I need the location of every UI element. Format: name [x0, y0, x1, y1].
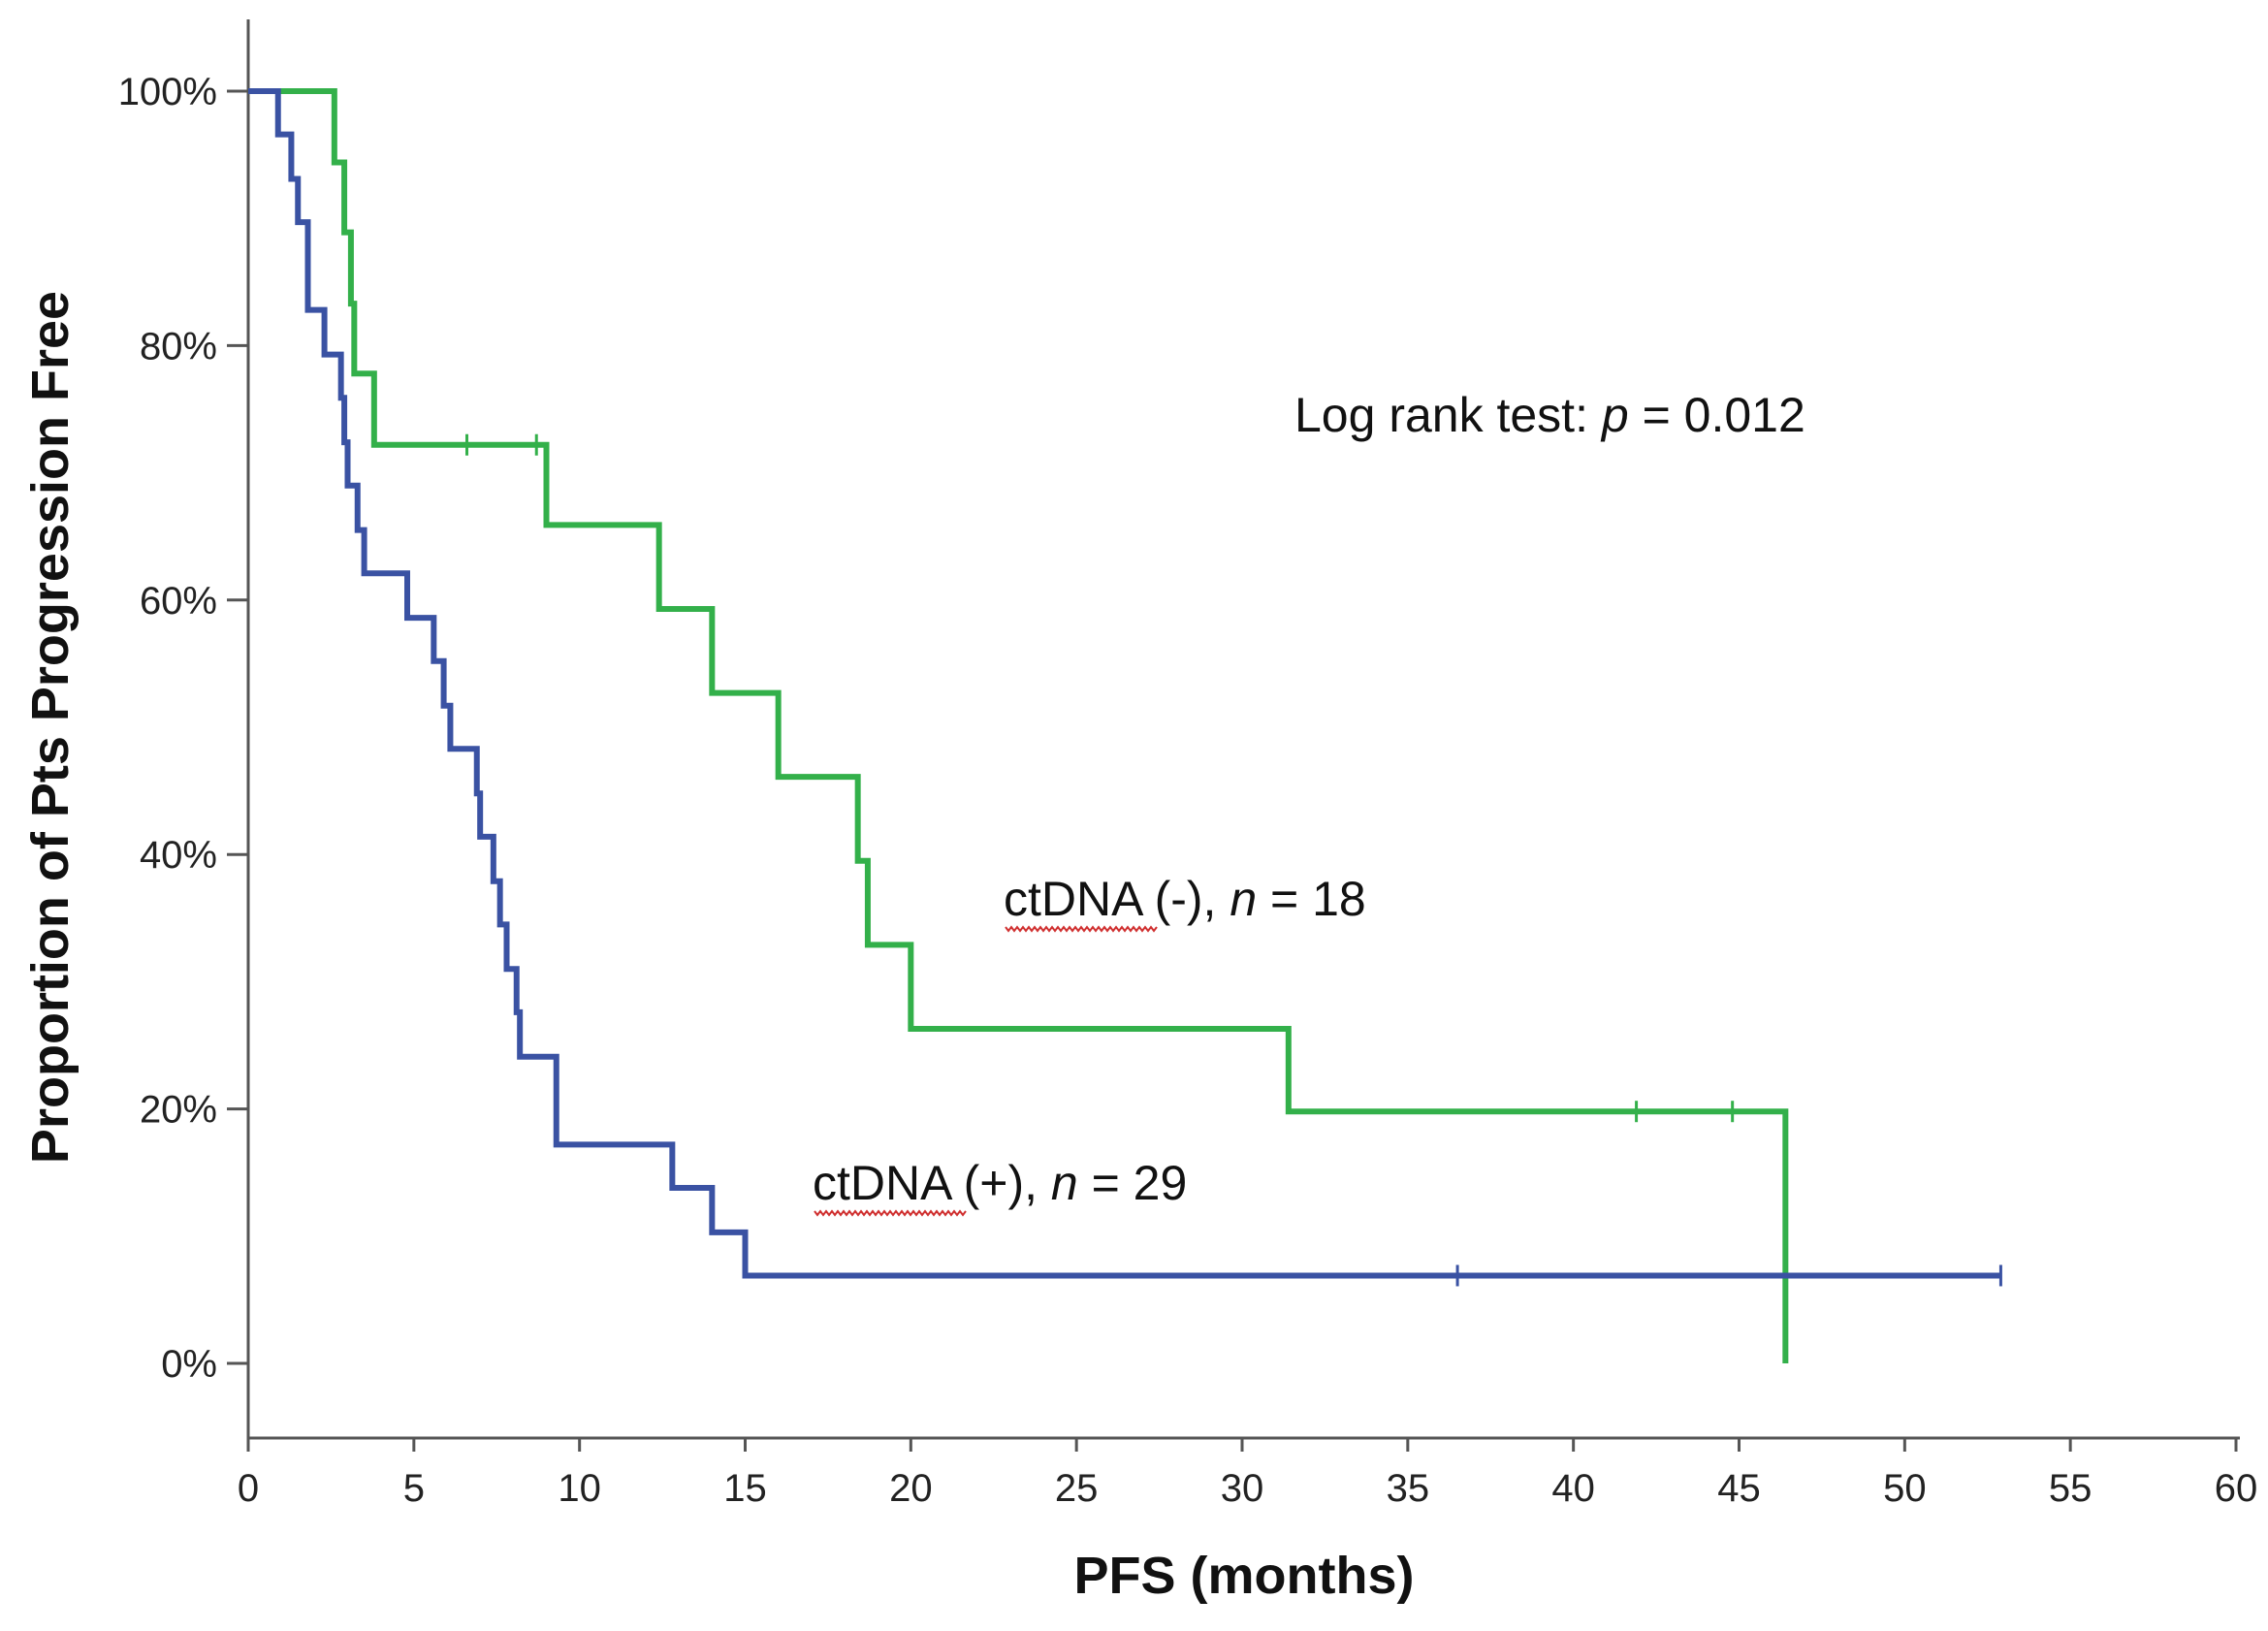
axes	[246, 19, 2240, 1440]
pos-label-prefix: ctDNA (+),	[813, 1156, 1051, 1210]
neg-label-prefix: ctDNA (-),	[1004, 872, 1230, 926]
logrank-suffix: = 0.012	[1629, 388, 1805, 442]
x-tick-label: 40	[1551, 1467, 1595, 1510]
x-tick-label: 60	[2215, 1467, 2258, 1510]
x-tick-label: 5	[403, 1467, 425, 1510]
x-tick-label: 0	[238, 1467, 259, 1510]
x-tick-label: 25	[1055, 1467, 1099, 1510]
pos-label-n-symbol: n	[1051, 1156, 1078, 1210]
y-tick-label: 60%	[140, 580, 217, 623]
x-tick-label: 50	[1883, 1467, 1927, 1510]
x-tick-label: 10	[558, 1467, 601, 1510]
x-tick-label: 30	[1221, 1467, 1264, 1510]
y-tick-label: 80%	[140, 325, 217, 368]
x-tick-label: 20	[889, 1467, 933, 1510]
spellcheck-underline-neg	[1005, 925, 1158, 933]
y-axis-title: Proportion of Pts Progression Free	[21, 291, 80, 1164]
y-ticks: 0% 20% 40% 60% 80% 100%	[118, 71, 248, 1386]
x-tick-label: 55	[2049, 1467, 2092, 1510]
logrank-p-symbol: p	[1600, 388, 1629, 442]
ctdna-negative-label: ctDNA (-), n = 18	[1004, 872, 1366, 926]
neg-label-n-symbol: n	[1230, 872, 1257, 926]
km-curve-ctdna_pos	[248, 88, 2001, 1279]
logrank-annotation: Log rank test: p = 0.012	[1294, 388, 1805, 442]
spellcheck-underline-pos	[814, 1209, 967, 1217]
neg-label-suffix: = 18	[1257, 872, 1366, 926]
x-tick-label: 35	[1387, 1467, 1430, 1510]
y-tick-label: 0%	[161, 1343, 217, 1386]
km-curve-ctdna_neg	[248, 88, 1789, 1363]
series-layer	[248, 88, 2002, 1363]
y-tick-label: 100%	[118, 71, 217, 113]
ctdna-positive-label: ctDNA (+), n = 29	[813, 1156, 1187, 1210]
y-tick-label: 40%	[140, 834, 217, 877]
x-tick-label: 15	[723, 1467, 767, 1510]
pos-label-suffix: = 29	[1078, 1156, 1188, 1210]
x-tick-label: 45	[1717, 1467, 1761, 1510]
x-ticks: 0 5 10 15 20 25 30 35 40 45 50 55 60	[238, 1438, 2257, 1510]
y-tick-label: 20%	[140, 1089, 217, 1132]
x-axis-title: PFS (months)	[1074, 1547, 1415, 1605]
logrank-prefix: Log rank test:	[1294, 388, 1602, 442]
